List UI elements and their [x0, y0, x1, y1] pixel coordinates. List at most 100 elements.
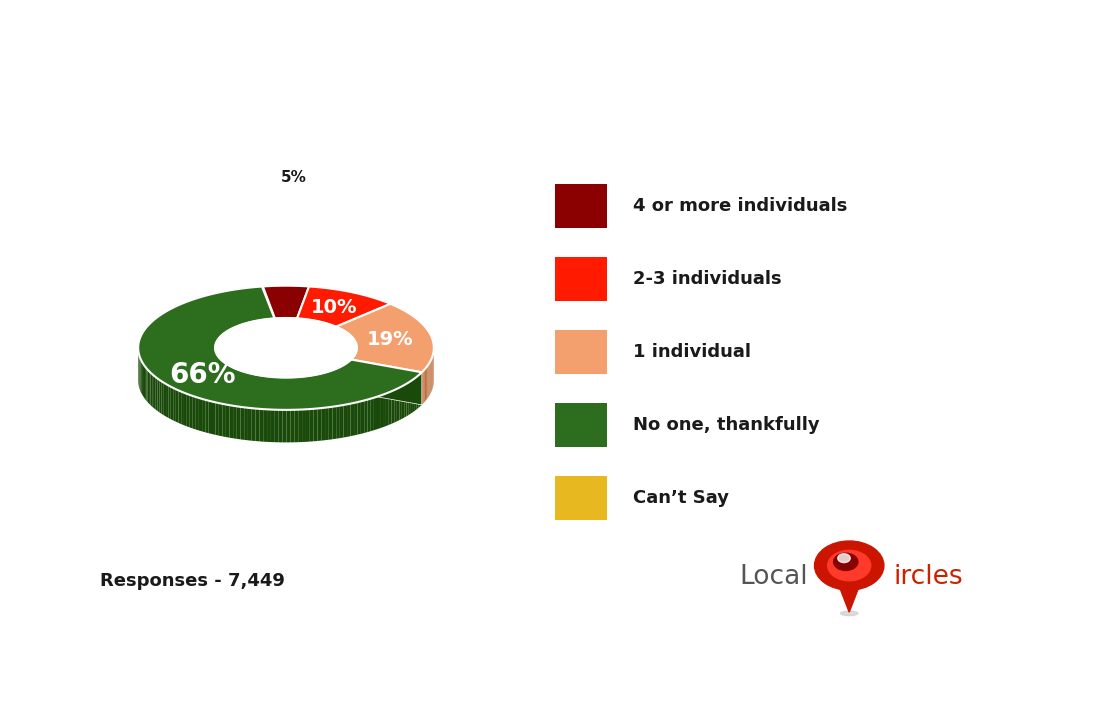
Polygon shape [199, 398, 202, 432]
Polygon shape [192, 396, 196, 429]
Polygon shape [320, 374, 322, 406]
Polygon shape [196, 397, 199, 430]
Polygon shape [267, 377, 270, 409]
Circle shape [834, 553, 858, 570]
Text: Local: Local [740, 565, 808, 590]
Polygon shape [157, 379, 159, 413]
Polygon shape [164, 383, 166, 417]
Polygon shape [271, 410, 275, 442]
Polygon shape [299, 377, 301, 410]
Polygon shape [168, 385, 170, 419]
Polygon shape [230, 366, 231, 399]
Text: No one, thankfully: No one, thankfully [632, 416, 820, 434]
Polygon shape [229, 365, 230, 398]
Polygon shape [330, 371, 331, 404]
Polygon shape [337, 368, 338, 401]
Polygon shape [272, 377, 273, 410]
Text: 34% households in Uttar Pradesh have 1 or more members who are
currently down wi: 34% households in Uttar Pradesh have 1 o… [152, 625, 948, 674]
Polygon shape [351, 360, 421, 405]
Polygon shape [420, 372, 421, 406]
Polygon shape [314, 375, 316, 408]
Polygon shape [326, 407, 329, 440]
Polygon shape [295, 410, 298, 442]
Polygon shape [340, 405, 343, 438]
Polygon shape [235, 369, 236, 402]
Polygon shape [290, 377, 292, 410]
Polygon shape [336, 369, 337, 402]
Polygon shape [337, 304, 433, 372]
Polygon shape [839, 585, 859, 612]
Polygon shape [397, 388, 399, 422]
Polygon shape [427, 365, 429, 398]
Polygon shape [182, 391, 184, 425]
Polygon shape [327, 372, 328, 405]
Polygon shape [407, 382, 409, 416]
Polygon shape [402, 385, 404, 419]
Polygon shape [244, 372, 245, 405]
Polygon shape [386, 392, 388, 426]
Polygon shape [285, 377, 286, 410]
Polygon shape [209, 401, 212, 434]
Polygon shape [371, 398, 374, 431]
Polygon shape [283, 410, 286, 442]
Polygon shape [190, 395, 192, 429]
Text: 66%: 66% [169, 361, 235, 389]
Polygon shape [426, 366, 427, 400]
Polygon shape [261, 376, 263, 408]
Polygon shape [263, 286, 309, 318]
Polygon shape [277, 377, 278, 410]
Polygon shape [310, 409, 314, 441]
Polygon shape [334, 369, 336, 402]
Polygon shape [283, 377, 285, 410]
Polygon shape [411, 379, 412, 413]
Polygon shape [233, 367, 234, 401]
Circle shape [827, 551, 871, 581]
Polygon shape [146, 368, 147, 402]
Polygon shape [263, 376, 264, 408]
Polygon shape [275, 377, 277, 410]
FancyBboxPatch shape [556, 330, 607, 374]
Polygon shape [326, 372, 327, 406]
Polygon shape [338, 367, 339, 401]
Polygon shape [364, 400, 367, 433]
FancyBboxPatch shape [556, 403, 607, 447]
Polygon shape [418, 374, 420, 408]
Polygon shape [255, 408, 260, 441]
Polygon shape [409, 381, 411, 415]
Polygon shape [257, 375, 258, 408]
Polygon shape [239, 370, 240, 403]
Polygon shape [351, 403, 354, 436]
Polygon shape [417, 375, 418, 409]
Polygon shape [249, 373, 251, 406]
Polygon shape [244, 408, 248, 440]
Polygon shape [294, 377, 296, 410]
Polygon shape [145, 367, 146, 401]
Polygon shape [381, 395, 383, 428]
FancyBboxPatch shape [556, 477, 607, 520]
Polygon shape [290, 410, 295, 442]
Polygon shape [266, 377, 267, 409]
Polygon shape [273, 377, 275, 410]
Polygon shape [150, 371, 151, 406]
Polygon shape [308, 376, 310, 408]
Polygon shape [377, 396, 381, 429]
Polygon shape [367, 398, 371, 432]
Polygon shape [342, 365, 343, 398]
Polygon shape [170, 386, 174, 420]
Polygon shape [312, 375, 314, 408]
Polygon shape [280, 377, 283, 410]
Polygon shape [206, 400, 209, 433]
Polygon shape [292, 377, 294, 410]
Polygon shape [232, 367, 233, 400]
Polygon shape [248, 408, 252, 441]
Polygon shape [240, 370, 241, 403]
Polygon shape [354, 402, 358, 435]
Polygon shape [332, 406, 337, 439]
Polygon shape [236, 406, 241, 439]
Polygon shape [263, 409, 267, 442]
Polygon shape [267, 409, 271, 442]
Polygon shape [298, 410, 302, 442]
Polygon shape [231, 367, 232, 400]
Polygon shape [255, 375, 257, 408]
Polygon shape [361, 401, 364, 434]
